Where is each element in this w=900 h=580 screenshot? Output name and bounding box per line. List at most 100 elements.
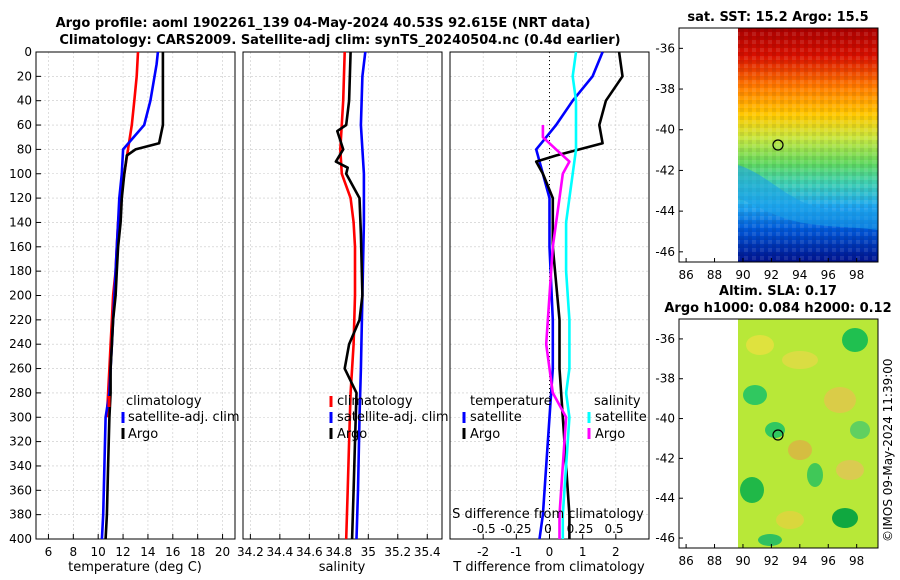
map-y-tick-label: -42	[655, 163, 675, 177]
map-y-tick-label: -40	[655, 123, 675, 137]
header-line2: Climatology: CARS2009. Satellite-adj cli…	[59, 33, 620, 48]
salinity-legend: climatology satellite-adj. clim Argo	[329, 394, 449, 442]
map-x-tick-label: 92	[764, 268, 779, 282]
sla-map-ticks: 86 88 90 92 94 96 98 -36 -38 -40 -42 -44 -46	[655, 332, 864, 568]
map-y-tick-label: -42	[655, 451, 675, 465]
x-tick-label: -1	[510, 545, 522, 559]
map-y-tick-label: -44	[655, 491, 675, 505]
sst-map-title: sat. SST: 15.2 Argo: 15.5	[687, 10, 868, 25]
x-tick-label: -2	[477, 545, 489, 559]
temperature-lines	[100, 51, 165, 540]
difference-lines	[534, 51, 624, 540]
difference-x-ticks: -2 -1 0 1 2	[477, 534, 620, 559]
x-tick-label: 8	[69, 545, 77, 559]
map-x-tick-label: 96	[821, 554, 836, 568]
legend-title-salinity: salinity	[594, 394, 641, 409]
x-tick-label: 6	[45, 545, 53, 559]
map-x-tick-label: 98	[849, 554, 864, 568]
x-tick-label: 0	[546, 545, 554, 559]
temperature-x-ticks: 6 8 10 12 14 16 18 20	[45, 534, 230, 559]
sst-map-panel: sat. SST: 15.2 Argo: 15.5 86 88 90 92 94 96 98…	[655, 10, 879, 282]
y-tick-label: 180	[9, 264, 32, 278]
sst-front-band	[738, 165, 878, 230]
series-line-argo	[334, 51, 364, 540]
sla-map-title: Altim. SLA: 0.17	[719, 284, 837, 299]
legend-label-temp-argo: Argo	[470, 427, 500, 442]
map-x-tick-label: 90	[735, 554, 750, 568]
sla-map-panel: Altim. SLA: 0.17 Argo h1000: 0.084 h2000…	[655, 284, 891, 568]
y-tick-label: 220	[9, 313, 32, 327]
map-x-tick-label: 96	[821, 268, 836, 282]
series-line-satellite-adj-clim	[355, 51, 367, 540]
y-tick-label: 160	[9, 240, 32, 254]
map-y-tick-label: -38	[655, 82, 675, 96]
map-x-tick-label: 88	[707, 268, 722, 282]
imos-credit: ©IMOS 09-May-2024 11:39:00	[881, 358, 895, 542]
t-difference-label: T difference from climatology	[452, 560, 645, 575]
x-tick-label: 2	[612, 545, 620, 559]
legend-label-sal-satellite: satellite	[595, 410, 647, 425]
x-tick-label: 10	[91, 545, 106, 559]
y-tick-label: 0	[24, 45, 32, 59]
x-tick-label: 34.8	[325, 545, 352, 559]
x-tick-label: 16	[165, 545, 180, 559]
x-tick-label: 14	[140, 545, 155, 559]
map-x-tick-label: 94	[792, 554, 807, 568]
legend-label-temp-satellite: satellite	[470, 410, 522, 425]
temperature-panel: 0 20 40 60 80 100 120 140 160 180 200 220 240 260 280 3…	[9, 45, 240, 575]
y-tick-label: 340	[9, 459, 32, 473]
legend-label-climatology: climatology	[126, 394, 202, 409]
x-tick-label: 18	[190, 545, 205, 559]
y-tick-label: 320	[9, 435, 32, 449]
legend-label-argo: Argo	[337, 427, 367, 442]
s-tick: -0.25	[500, 522, 531, 536]
s-difference-label: S difference from climatology	[452, 507, 644, 522]
y-tick-label: 280	[9, 386, 32, 400]
temperature-xlabel: temperature (deg C)	[68, 560, 202, 575]
map-x-tick-label: 92	[764, 554, 779, 568]
y-tick-label: 380	[9, 508, 32, 522]
s-difference-ticks: -0.5 -0.25 0 0.25 0.5	[472, 522, 623, 536]
sla-map-axes-box	[678, 318, 879, 549]
salinity-panel: 34.2 34.4 34.6 34.8 35 35.2 35.4 salinity clim…	[237, 51, 449, 575]
map-x-tick-label: 86	[678, 554, 693, 568]
y-tick-label: 300	[9, 410, 32, 424]
x-tick-label: 1	[579, 545, 587, 559]
sst-argo-marker	[772, 139, 784, 151]
series-line-temperature-satellite	[534, 51, 604, 540]
map-y-tick-label: -36	[655, 41, 675, 55]
y-tick-label: 60	[17, 118, 32, 132]
map-y-tick-label: -36	[655, 332, 675, 346]
temperature-y-ticks: 0 20 40 60 80 100 120 140 160 180 200 220 240 260 280 3…	[9, 45, 41, 546]
x-tick-label: 35.2	[384, 545, 411, 559]
x-tick-label: 34.4	[266, 545, 293, 559]
difference-panel: -2 -1 0 1 2 S difference from climatology -0…	[449, 51, 650, 575]
header-line1: Argo profile: aoml 1902261_139 04-May-20…	[56, 16, 591, 31]
series-line-argo	[104, 52, 165, 540]
x-tick-label: 35	[361, 545, 376, 559]
series-line-salinity-argo	[541, 125, 571, 539]
legend-label-argo: Argo	[128, 427, 158, 442]
map-x-tick-label: 88	[707, 554, 722, 568]
y-tick-label: 80	[17, 142, 32, 156]
salinity-xlabel: salinity	[319, 560, 366, 575]
salinity-axes-box	[242, 51, 443, 540]
y-tick-label: 40	[17, 94, 32, 108]
map-y-tick-label: -38	[655, 372, 675, 386]
map-y-tick-label: -46	[655, 245, 675, 259]
temperature-grid	[36, 52, 235, 539]
salinity-x-ticks: 34.2 34.4 34.6 34.8 35 35.2 35.4	[237, 534, 441, 559]
map-y-tick-label: -44	[655, 204, 675, 218]
x-tick-label: 34.2	[237, 545, 264, 559]
map-x-tick-label: 86	[678, 268, 693, 282]
map-y-tick-label: -46	[655, 531, 675, 545]
sst-map-axes-box	[678, 27, 879, 263]
y-tick-label: 200	[9, 289, 32, 303]
s-tick: 0.5	[604, 522, 623, 536]
y-tick-label: 240	[9, 337, 32, 351]
series-line-salinity-satellite	[561, 51, 578, 539]
series-line-climatology	[339, 51, 357, 540]
y-tick-label: 120	[9, 191, 32, 205]
y-tick-label: 360	[9, 483, 32, 497]
